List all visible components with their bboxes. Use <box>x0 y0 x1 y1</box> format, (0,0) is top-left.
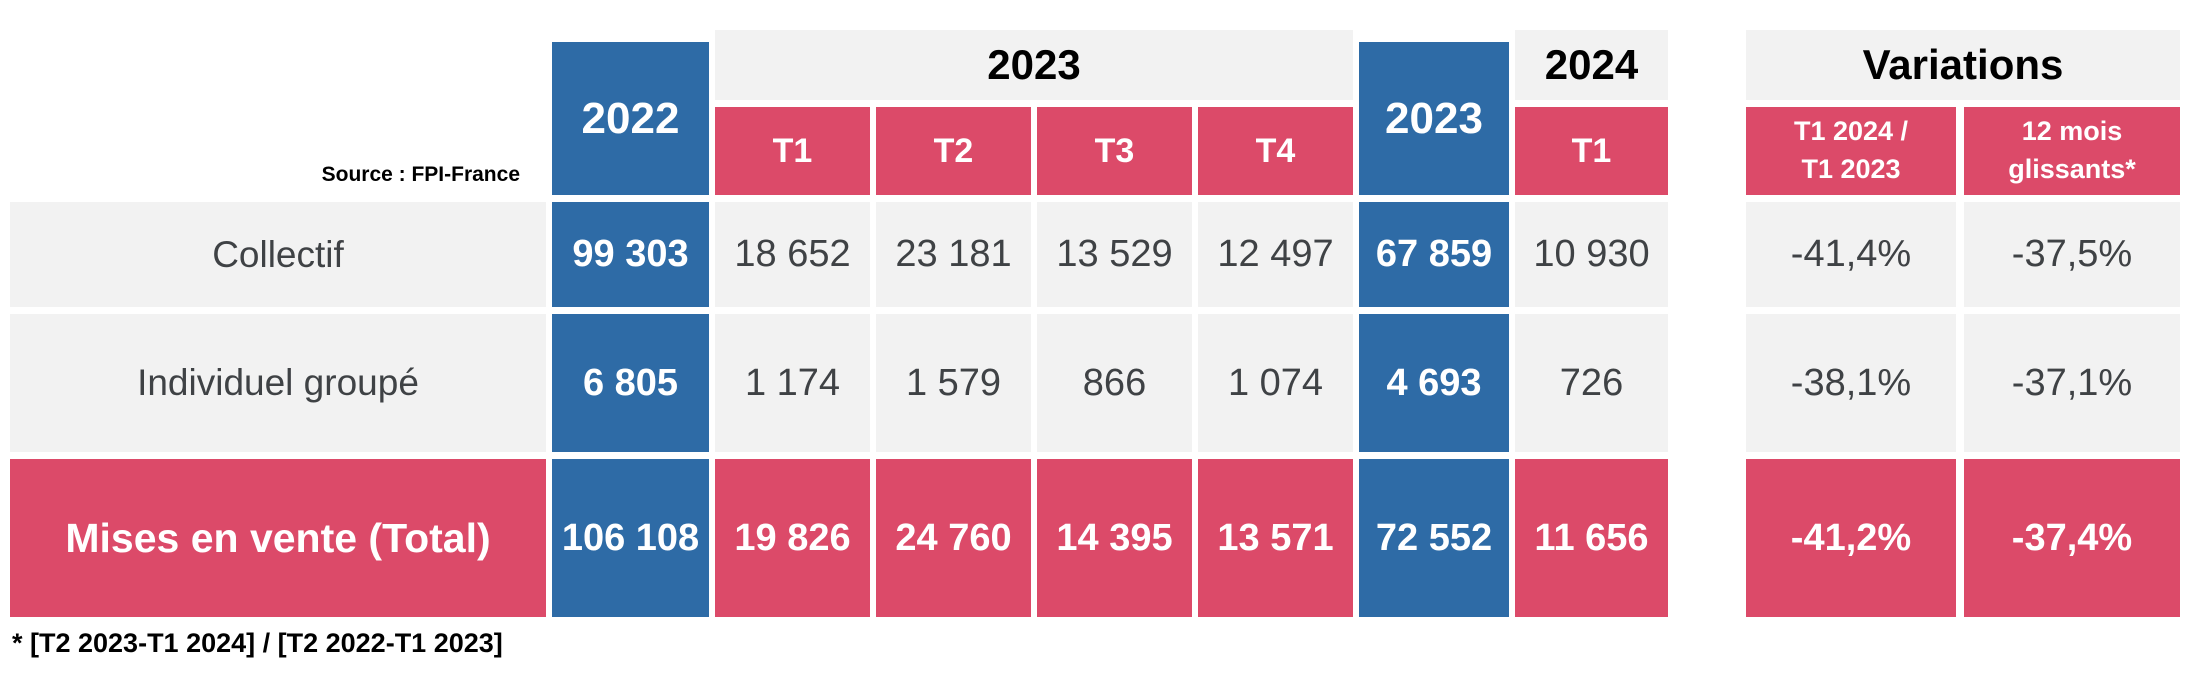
cell-individuel-2023-t2: 1 579 <box>876 314 1031 452</box>
col-group-2024: 2024 <box>1515 30 1668 100</box>
col-header-2024-t1: T1 <box>1515 107 1668 195</box>
main-table: Source : FPI-France 2022 2023 T1 T2 T3 T… <box>10 30 1668 617</box>
cell-total-2022: 106 108 <box>552 459 709 617</box>
cell-individuel-2023-t1: 1 174 <box>715 314 870 452</box>
cell-collectif-2024-t1: 10 930 <box>1515 202 1668 307</box>
col-header-2023-t4: T4 <box>1198 107 1353 195</box>
row-label-collectif: Collectif <box>10 202 546 307</box>
col-group-2023: 2023 <box>715 30 1353 100</box>
cell-collectif-2023-t3: 13 529 <box>1037 202 1192 307</box>
cell-collectif-2022: 99 303 <box>552 202 709 307</box>
cell-individuel-2023-total: 4 693 <box>1359 314 1509 452</box>
cell-total-2023-t2: 24 760 <box>876 459 1031 617</box>
cell-collectif-var-12mois: -37,5% <box>1964 202 2180 307</box>
cell-individuel-2023-t3: 866 <box>1037 314 1192 452</box>
row-label-total: Mises en vente (Total) <box>10 459 546 617</box>
col-header-2023-t1: T1 <box>715 107 870 195</box>
col-header-variation-12mois: 12 mois glissants* <box>1964 107 2180 195</box>
variations-table: Variations T1 2024 / T1 2023 12 mois gli… <box>1746 30 2180 617</box>
cell-individuel-2024-t1: 726 <box>1515 314 1668 452</box>
cell-total-2023-t4: 13 571 <box>1198 459 1353 617</box>
col-header-2023-t3: T3 <box>1037 107 1192 195</box>
cell-individuel-var-12mois: -37,1% <box>1964 314 2180 452</box>
col-header-2023-t2: T2 <box>876 107 1031 195</box>
cell-total-var-t1: -41,2% <box>1746 459 1956 617</box>
cell-total-var-12mois: -37,4% <box>1964 459 2180 617</box>
cell-total-2024-t1: 11 656 <box>1515 459 1668 617</box>
col-header-2023-total: 2023 <box>1359 42 1509 195</box>
cell-total-2023-total: 72 552 <box>1359 459 1509 617</box>
footnote: * [T2 2023-T1 2024] / [T2 2022-T1 2023] <box>12 628 503 658</box>
cell-collectif-2023-total: 67 859 <box>1359 202 1509 307</box>
cell-collectif-2023-t1: 18 652 <box>715 202 870 307</box>
cell-total-2023-t1: 19 826 <box>715 459 870 617</box>
col-header-variation-t1: T1 2024 / T1 2023 <box>1746 107 1956 195</box>
cell-individuel-var-t1: -38,1% <box>1746 314 1956 452</box>
cell-individuel-2023-t4: 1 074 <box>1198 314 1353 452</box>
cell-collectif-2023-t2: 23 181 <box>876 202 1031 307</box>
cell-collectif-var-t1: -41,4% <box>1746 202 1956 307</box>
cell-individuel-2022: 6 805 <box>552 314 709 452</box>
cell-total-2023-t3: 14 395 <box>1037 459 1192 617</box>
col-header-2022: 2022 <box>552 42 709 195</box>
cell-collectif-2023-t4: 12 497 <box>1198 202 1353 307</box>
source-label: Source : FPI-France <box>10 30 546 195</box>
row-label-individuel-groupe: Individuel groupé <box>10 314 546 452</box>
variations-title: Variations <box>1746 30 2180 100</box>
